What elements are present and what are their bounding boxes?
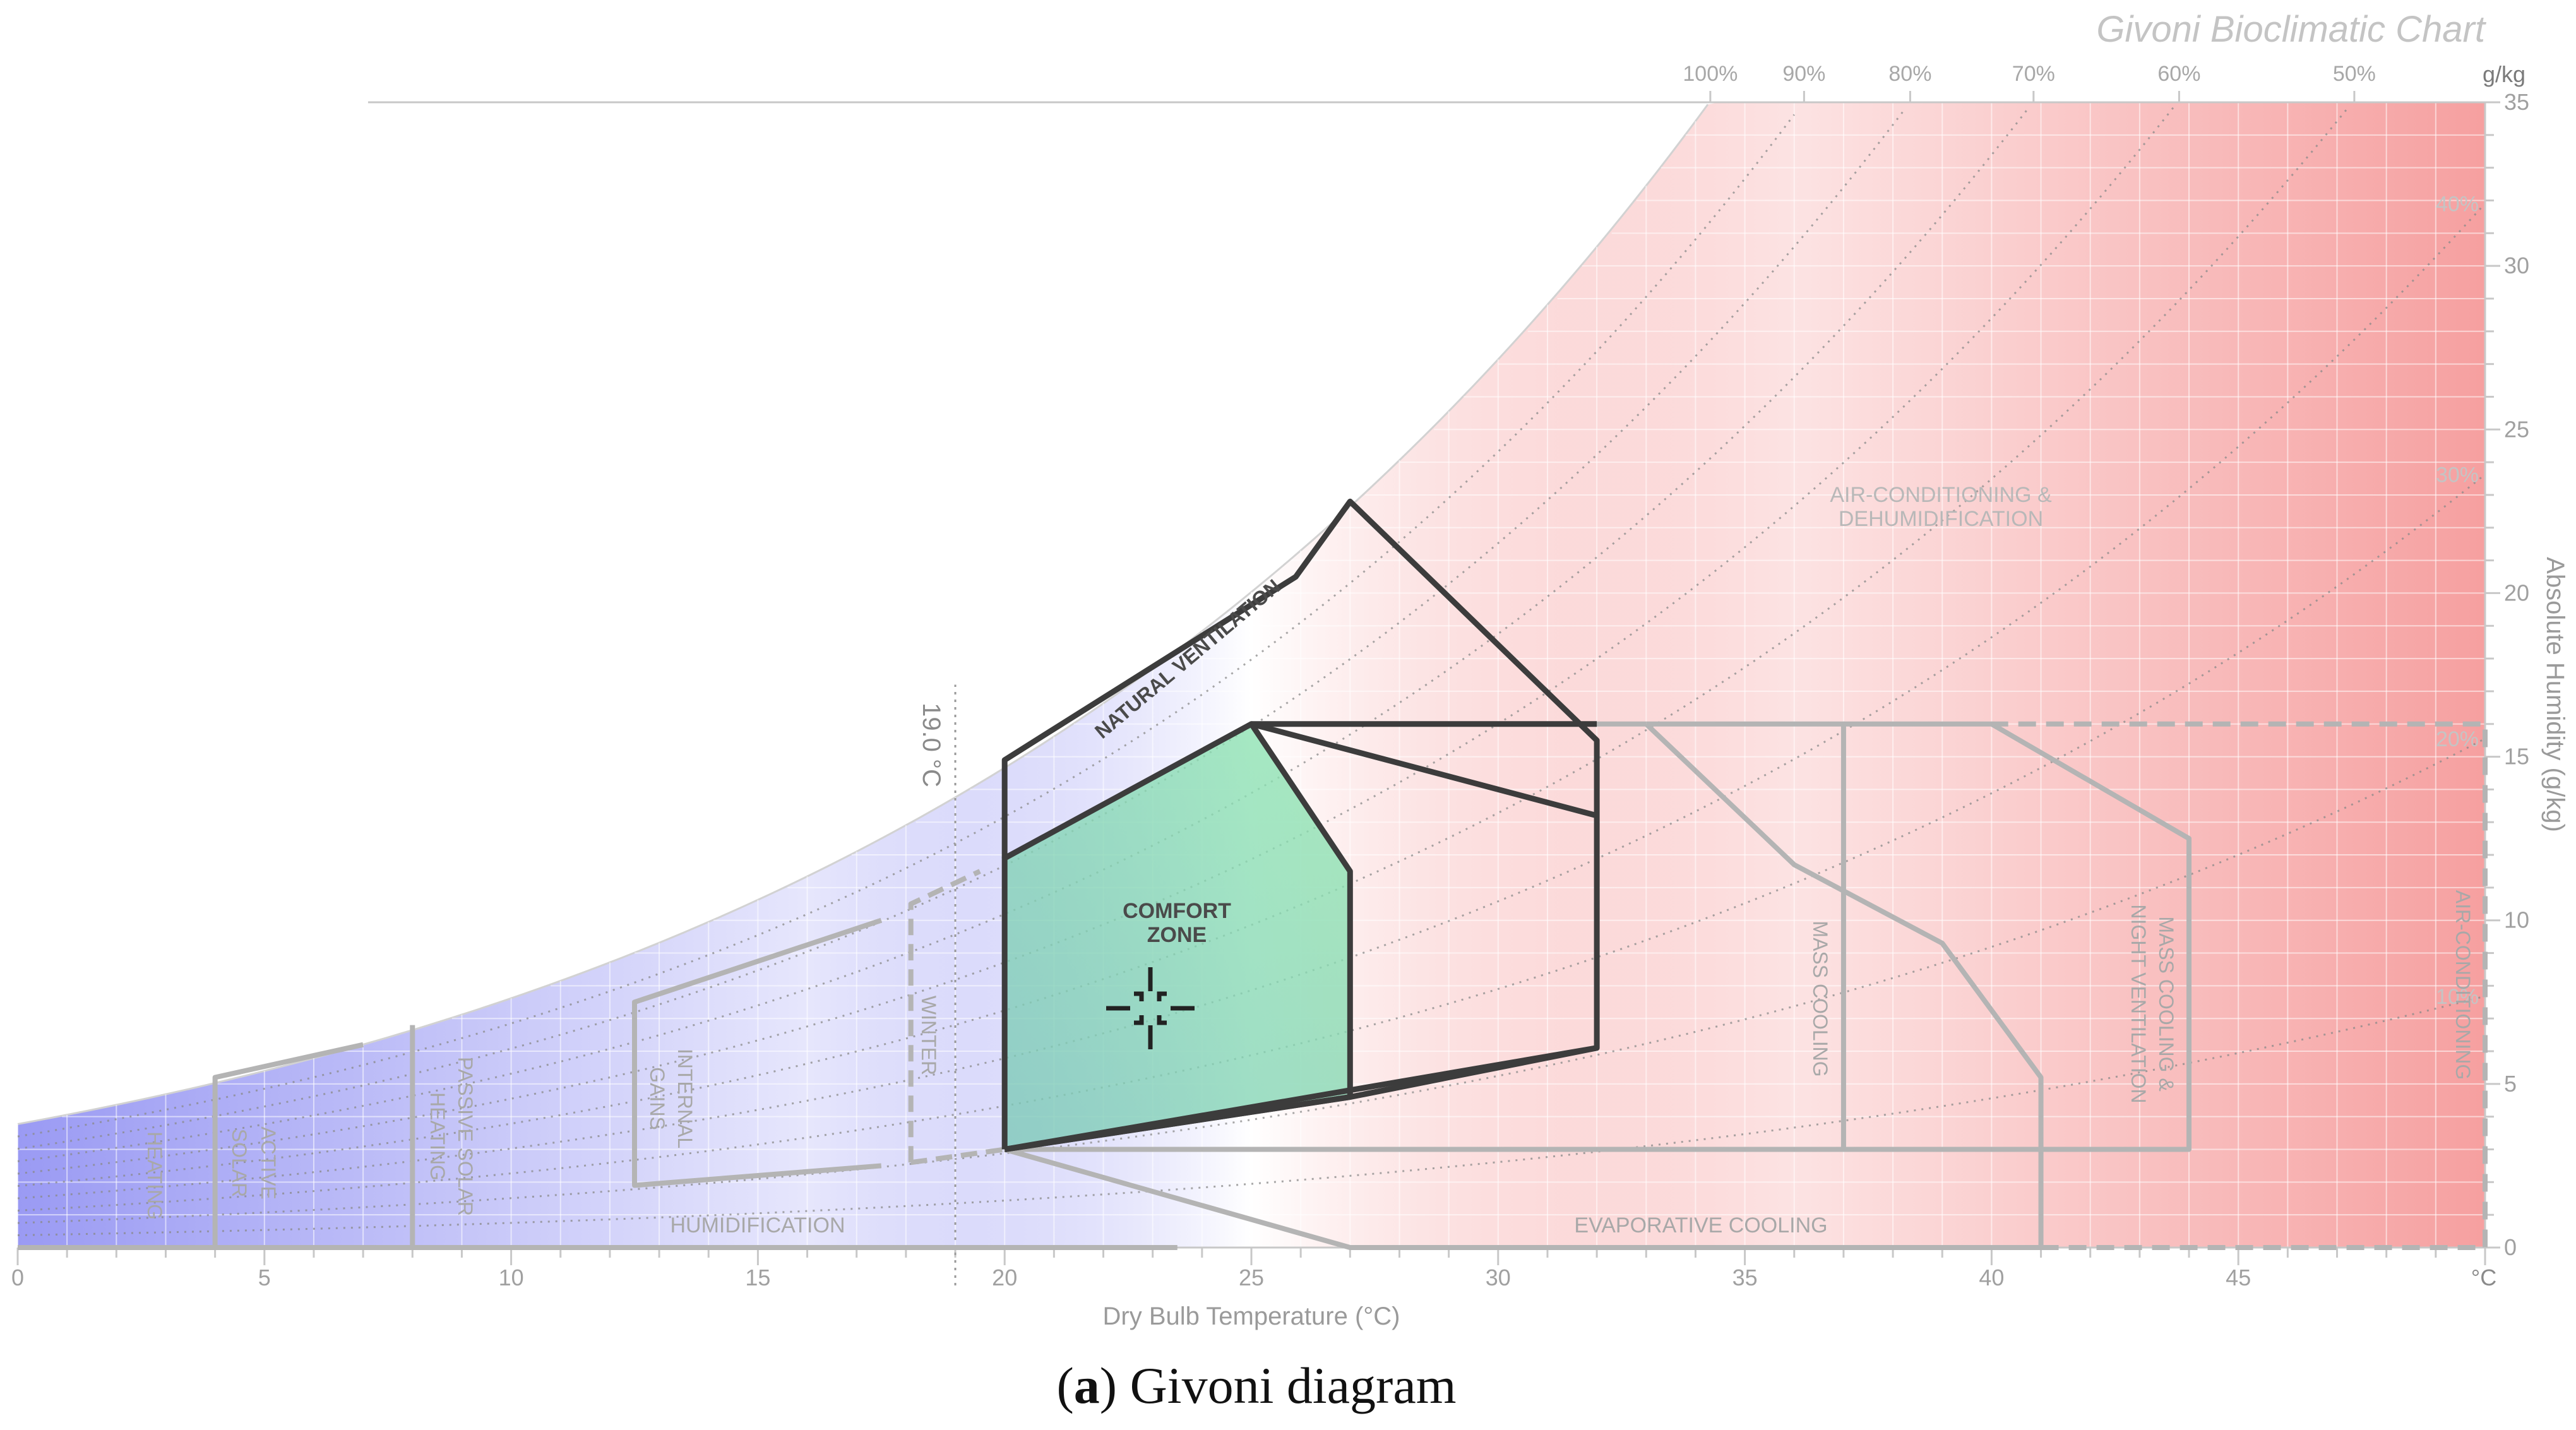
rh-top-label: 60% [2157, 62, 2200, 86]
saturation-curve [17, 104, 1709, 1125]
x-tick-label: 45 [2226, 1265, 2251, 1290]
rh-side-label: 40% [2436, 192, 2479, 216]
y-tick-label: 30 [2504, 253, 2529, 278]
x-axis-label: Dry Bulb Temperature (°C) [1103, 1302, 1400, 1330]
label-mass-night-1: MASS COOLING & [2155, 916, 2178, 1091]
caption-close-paren: ) [1099, 1357, 1118, 1414]
x-tick-label: 15 [745, 1265, 770, 1290]
crosshair-marker-icon [1106, 967, 1195, 1049]
caption-text: Givoni diagram [1117, 1357, 1457, 1414]
label-internal-gains-2: GAINS [646, 1067, 669, 1130]
zones [18, 498, 2488, 1250]
x-unit-label: °C [2471, 1265, 2496, 1290]
label-active-solar-1: ACTIVE [257, 1126, 280, 1200]
zone-mass-cooling [1005, 721, 1846, 1152]
y-tick-label: 5 [2504, 1071, 2517, 1097]
label-passive-solar-1: PASSIVE SOLAR [454, 1057, 477, 1216]
zone-winter-base [910, 1147, 1005, 1165]
label-comfort-2: ZONE [1147, 923, 1207, 947]
label-active-solar-2: SOLAR [228, 1129, 251, 1197]
x-tick-label: 40 [1979, 1265, 2004, 1290]
label-internal-gains-1: INTERNAL [674, 1049, 696, 1148]
rh-curve [17, 108, 1906, 1150]
y-unit-label: g/kg [2483, 61, 2525, 87]
y-tick-label: 15 [2504, 744, 2529, 770]
label-mass-night-2: NIGHT VENTILATION [2127, 904, 2150, 1103]
label-ac-dehum-1: AIR-CONDITIONING & [1830, 483, 2052, 507]
label-comfort-1: COMFORT [1123, 899, 1231, 923]
rh-top-label: 80% [1888, 62, 1931, 86]
label-heating: HEATING [143, 1131, 166, 1220]
label-ac-dehum-2: DEHUMIDIFICATION [1839, 507, 2043, 531]
rh-top-label: 50% [2333, 62, 2376, 86]
figure-caption: (a) Givoni diagram [0, 1356, 2513, 1415]
zone-air-conditioning [1991, 721, 2488, 1250]
zone-ventilation-bottom [1004, 1045, 1597, 1152]
reference-line-label: 19.0 °C [917, 703, 945, 787]
rh-top-label: 90% [1782, 62, 1825, 86]
zone-winter [908, 869, 981, 1163]
chart-title: Givoni Bioclimatic Chart [2096, 9, 2487, 50]
zone-internal-gains [632, 917, 883, 1188]
y-tick-label: 10 [2504, 907, 2529, 933]
y-tick-label: 0 [2504, 1234, 2517, 1260]
y-axis-label: Absolute Humidity (g/kg) [2541, 557, 2569, 832]
zone-evaporative-cooling [1004, 722, 2044, 1250]
rh-side-label: 20% [2436, 727, 2479, 751]
x-tick-label: 5 [258, 1265, 271, 1290]
zone-active-solar [18, 1042, 364, 1250]
label-winter: WINTER [917, 996, 940, 1075]
zone-comfort [1001, 721, 1353, 1152]
caption-letter: a [1073, 1357, 1100, 1414]
label-mass-cooling: MASS COOLING [1809, 921, 1832, 1076]
rh-top-label: 70% [2012, 62, 2055, 86]
label-humidification: HUMIDIFICATION [670, 1213, 845, 1237]
rh-side-label: 30% [2436, 463, 2479, 487]
zone-mass-night-ventilation [1843, 721, 2192, 1152]
givoni-chart: 0 5 10 15 20 25 30 35 40 45 0 5 10 15 20 25 30 35 100% 90% 8… [11, 9, 2569, 1330]
x-tick-label: 20 [992, 1265, 1017, 1290]
label-passive-solar-2: HEATING [426, 1092, 449, 1181]
y-tick-label: 35 [2504, 89, 2529, 115]
rh-side-label: 10% [2436, 985, 2479, 1009]
label-evaporative-cooling: EVAPORATIVE COOLING [1574, 1213, 1827, 1237]
zone-ventilation-diagonal [1250, 721, 1598, 819]
rh-curve [17, 107, 2030, 1162]
zone-natural-ventilation [1001, 498, 1600, 1152]
x-tick-label: 30 [1486, 1265, 1511, 1290]
y-tick-label: 25 [2504, 416, 2529, 442]
x-tick-label: 0 [11, 1265, 24, 1290]
rh-top-label: 100% [1683, 62, 1738, 86]
axes: 0 5 10 15 20 25 30 35 40 45 0 5 10 15 20 25 30 35 100% 90% 8… [11, 62, 2529, 1290]
x-tick-label: 10 [499, 1265, 524, 1290]
rh-curves [17, 102, 2486, 1237]
comfort-zone-fill [1005, 724, 1351, 1150]
y-tick-label: 20 [2504, 580, 2529, 605]
x-tick-label: 35 [1732, 1265, 1758, 1290]
caption-open-paren: ( [1056, 1357, 1074, 1414]
label-air-conditioning: AIR-CONDITIONING [2452, 890, 2474, 1080]
x-tick-label: 25 [1239, 1265, 1264, 1290]
